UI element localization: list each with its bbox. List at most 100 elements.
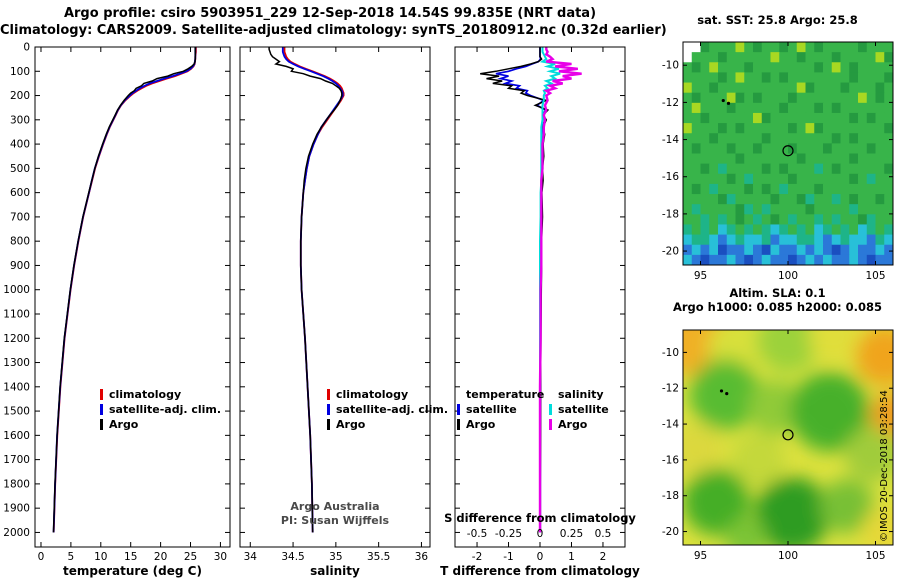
- credit-line-2: PI: Susan Wijffels: [280, 514, 390, 527]
- sla-map-title-line-2: Argo h1000: 0.085 h2000: 0.085: [672, 300, 883, 314]
- svg-text:2: 2: [600, 551, 607, 563]
- svg-text:temperature (deg C): temperature (deg C): [63, 564, 202, 578]
- map-dot: [726, 101, 731, 105]
- svg-text:800: 800: [10, 236, 30, 248]
- sla-map-title-line-1: Altim. SLA: 0.1: [729, 286, 826, 300]
- svg-text:36: 36: [415, 551, 429, 563]
- svg-text:1100: 1100: [3, 308, 30, 320]
- svg-text:1400: 1400: [3, 381, 30, 393]
- figure-title-line-1: Argo profile: csiro 5903951_229 12-Sep-2…: [63, 6, 597, 21]
- svg-text:-14: -14: [662, 419, 679, 431]
- svg-text:-14: -14: [662, 134, 679, 146]
- svg-text:35.5: 35.5: [367, 551, 390, 563]
- svg-text:1900: 1900: [3, 503, 30, 515]
- salinity-legend: climatology satellite-adj. clim. Argo: [327, 387, 448, 432]
- satellite-adj-line-swatch: [327, 404, 330, 415]
- svg-text:35: 35: [329, 551, 342, 563]
- series-Argo: [52, 47, 197, 533]
- series-satellite-adj. clim.: [52, 47, 197, 533]
- map-dot: [721, 98, 725, 103]
- difference-profile-chart: -2 -1 0 1 2 -0.5 -0.25 0 0.25 0.5 T difference fro…: [440, 46, 640, 578]
- sst-map-title: sat. SST: 25.8 Argo: 25.8: [697, 13, 858, 27]
- svg-text:0.5: 0.5: [595, 528, 612, 540]
- series-S satellite: [539, 47, 561, 533]
- credit-block: Argo Australia PI: Susan Wijffels: [240, 500, 430, 528]
- satellite-adj-line-swatch: [100, 404, 103, 415]
- svg-text:1300: 1300: [3, 357, 30, 369]
- legend-label: satellite: [466, 403, 517, 416]
- sst-map: 95 100 105 -10 -12 -14 -16 -18 -20: [662, 41, 894, 282]
- svg-text:100: 100: [778, 270, 798, 282]
- legend-item-t-argo: Argo: [457, 417, 544, 432]
- legend-item-s-satellite: satellite: [549, 402, 609, 417]
- imos-watermark: ©IMOS 20-Dec-2018 03:28:54: [879, 390, 890, 542]
- svg-text:900: 900: [10, 260, 30, 272]
- legend-item-satellite-adj-clim: satellite-adj. clim.: [327, 402, 448, 417]
- difference-legend-salinity: salinity satellite Argo: [549, 387, 609, 432]
- legend-label: satellite-adj. clim.: [109, 403, 222, 416]
- svg-text:30: 30: [214, 551, 227, 563]
- series-satellite-adj. clim.: [281, 47, 344, 533]
- argo-position-marker: [782, 429, 794, 441]
- argo-line-swatch: [100, 419, 103, 430]
- legend-item-argo: Argo: [327, 417, 448, 432]
- svg-text:0: 0: [537, 528, 544, 540]
- svg-text:salinity: salinity: [310, 564, 360, 578]
- svg-text:1700: 1700: [3, 454, 30, 466]
- svg-text:100: 100: [778, 550, 798, 562]
- series-climatology: [52, 47, 197, 533]
- svg-text:-18: -18: [662, 490, 679, 502]
- svg-text:0: 0: [23, 42, 30, 54]
- svg-text:0: 0: [537, 551, 544, 563]
- figure-title-line-2: Climatology: CARS2009. Satellite-adjuste…: [0, 23, 667, 38]
- svg-text:1500: 1500: [3, 406, 30, 418]
- legend-label: satellite: [558, 403, 609, 416]
- svg-text:-0.25: -0.25: [495, 528, 522, 540]
- svg-text:95: 95: [694, 550, 707, 562]
- s-argo-line-swatch: [549, 419, 552, 430]
- svg-text:-12: -12: [662, 383, 679, 395]
- svg-text:1200: 1200: [3, 333, 30, 345]
- svg-text:-16: -16: [662, 171, 679, 183]
- svg-text:-10: -10: [662, 347, 679, 359]
- svg-text:0: 0: [38, 551, 45, 563]
- legend-label: climatology: [109, 388, 182, 401]
- svg-text:-12: -12: [662, 97, 679, 109]
- legend-label: Argo: [466, 418, 496, 431]
- t-argo-line-swatch: [457, 419, 460, 430]
- svg-text:20: 20: [154, 551, 167, 563]
- climatology-line-swatch: [100, 389, 103, 400]
- climatology-line-swatch: [327, 389, 330, 400]
- legend-label: Argo: [558, 418, 588, 431]
- legend-label: climatology: [336, 388, 409, 401]
- svg-text:10: 10: [94, 551, 107, 563]
- svg-text:1600: 1600: [3, 430, 30, 442]
- legend-label: Argo: [109, 418, 139, 431]
- map-dot: [719, 389, 724, 393]
- svg-text:2000: 2000: [3, 527, 30, 539]
- svg-text:95: 95: [694, 270, 707, 282]
- sla-map: 95 100 105 -10 -12 -14 -16 -18 -20: [662, 329, 894, 562]
- svg-text:1000: 1000: [3, 284, 30, 296]
- series-climatology: [283, 47, 345, 533]
- svg-text:400: 400: [10, 139, 30, 151]
- credit-line-1: Argo Australia: [290, 500, 380, 513]
- legend-header-salinity: salinity: [558, 388, 604, 401]
- legend-item-climatology: climatology: [100, 387, 221, 402]
- svg-text:-16: -16: [662, 454, 679, 466]
- svg-text:5: 5: [68, 551, 75, 563]
- svg-text:-1: -1: [503, 551, 513, 563]
- svg-text:34.5: 34.5: [281, 551, 304, 563]
- legend-item-satellite-adj-clim: satellite-adj. clim.: [100, 402, 221, 417]
- svg-text:34: 34: [244, 551, 258, 563]
- series-T Argo: [480, 47, 550, 533]
- legend-header-temperature: temperature: [466, 388, 545, 401]
- svg-text:15: 15: [124, 551, 137, 563]
- legend-label: satellite-adj. clim.: [336, 403, 449, 416]
- svg-text:-2: -2: [472, 551, 482, 563]
- s-satellite-line-swatch: [549, 404, 552, 415]
- svg-text:-0.5: -0.5: [467, 528, 488, 540]
- salinity-profile-chart: 34 34.5 35 35.5 36 salinity: [239, 46, 431, 578]
- svg-text:25: 25: [184, 551, 197, 563]
